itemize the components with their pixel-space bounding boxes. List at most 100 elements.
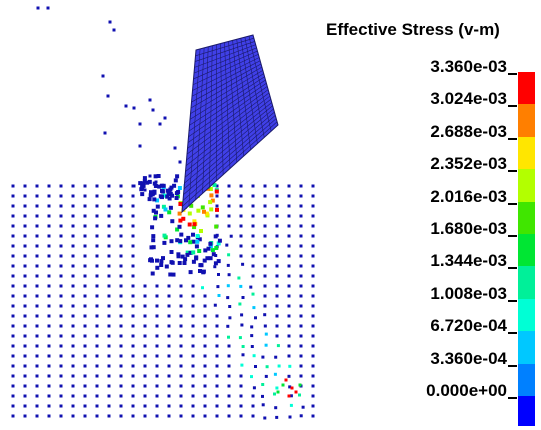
particle xyxy=(153,216,158,221)
particle xyxy=(173,146,177,150)
particle xyxy=(275,294,279,298)
particle xyxy=(277,364,281,368)
particle xyxy=(208,187,213,191)
particle xyxy=(150,271,155,276)
particle xyxy=(241,262,245,266)
particle xyxy=(241,296,245,299)
legend-tick-label: 1.008e-03 xyxy=(430,283,507,303)
particle xyxy=(226,324,230,328)
tool-mesh-line xyxy=(191,63,262,103)
particle xyxy=(205,256,210,261)
particle xyxy=(35,354,39,358)
particle xyxy=(119,244,123,248)
particle xyxy=(155,324,159,328)
particle xyxy=(47,384,51,388)
particle xyxy=(251,274,255,278)
particle xyxy=(131,364,135,368)
particle xyxy=(284,378,288,382)
particle xyxy=(299,194,303,198)
particle xyxy=(201,286,204,290)
particle xyxy=(311,234,315,238)
particle xyxy=(191,284,195,288)
particle xyxy=(239,404,243,408)
particle xyxy=(179,334,183,338)
particle xyxy=(198,269,202,273)
particle xyxy=(287,344,291,348)
particle xyxy=(119,284,123,288)
particle xyxy=(228,316,232,320)
particle xyxy=(143,314,147,318)
particle xyxy=(263,254,267,258)
particle xyxy=(95,334,99,338)
particle xyxy=(251,292,255,296)
particle xyxy=(287,244,291,248)
particle xyxy=(167,324,171,328)
particle xyxy=(299,354,303,358)
particle xyxy=(215,204,219,208)
particle xyxy=(203,248,208,253)
particle xyxy=(311,284,315,288)
particle xyxy=(287,234,291,238)
particle xyxy=(167,196,172,201)
particle xyxy=(119,364,123,368)
particle xyxy=(83,284,87,288)
particle xyxy=(263,284,267,288)
particle xyxy=(196,208,201,213)
particle xyxy=(71,254,75,258)
particle xyxy=(47,404,51,408)
particle xyxy=(227,414,231,418)
particle xyxy=(170,193,175,198)
particle xyxy=(107,294,111,298)
particle xyxy=(107,284,111,288)
particle xyxy=(132,184,136,188)
particle xyxy=(95,404,99,408)
legend-title: Effective Stress (v-m) xyxy=(326,20,500,39)
particle xyxy=(23,294,27,298)
particle xyxy=(167,394,171,398)
particle xyxy=(252,306,256,310)
particle xyxy=(59,254,63,258)
particle xyxy=(239,244,243,248)
particle xyxy=(59,234,63,238)
particle xyxy=(213,265,217,269)
particle xyxy=(107,374,111,378)
particle xyxy=(95,294,99,298)
particle xyxy=(95,414,99,418)
particle xyxy=(299,184,303,188)
particle xyxy=(208,241,213,246)
particle xyxy=(119,314,123,318)
particle xyxy=(11,344,15,348)
particle xyxy=(119,264,123,268)
particle xyxy=(131,284,135,288)
particle xyxy=(11,394,15,398)
particle xyxy=(209,207,214,212)
particle xyxy=(11,414,15,418)
particle xyxy=(35,364,39,368)
particle xyxy=(23,244,27,248)
particle xyxy=(107,344,111,348)
particle xyxy=(59,304,63,308)
particle xyxy=(11,234,15,238)
particle xyxy=(158,122,162,126)
particle xyxy=(131,314,135,318)
particle xyxy=(216,241,221,246)
particle xyxy=(287,254,291,258)
particle xyxy=(23,364,27,368)
particle xyxy=(47,214,51,218)
particle xyxy=(311,274,315,278)
particle xyxy=(83,304,87,308)
tool-mesh-line xyxy=(193,47,257,74)
particle xyxy=(215,404,219,408)
particle xyxy=(251,184,255,188)
legend-color-swatch xyxy=(518,298,535,332)
particle xyxy=(155,294,159,298)
particle xyxy=(227,194,231,198)
tool-mesh-line xyxy=(190,66,263,109)
particle xyxy=(83,234,87,238)
particle xyxy=(11,404,15,408)
particle xyxy=(226,296,230,300)
particle xyxy=(143,344,147,348)
particle xyxy=(23,254,27,258)
particle xyxy=(83,364,87,368)
